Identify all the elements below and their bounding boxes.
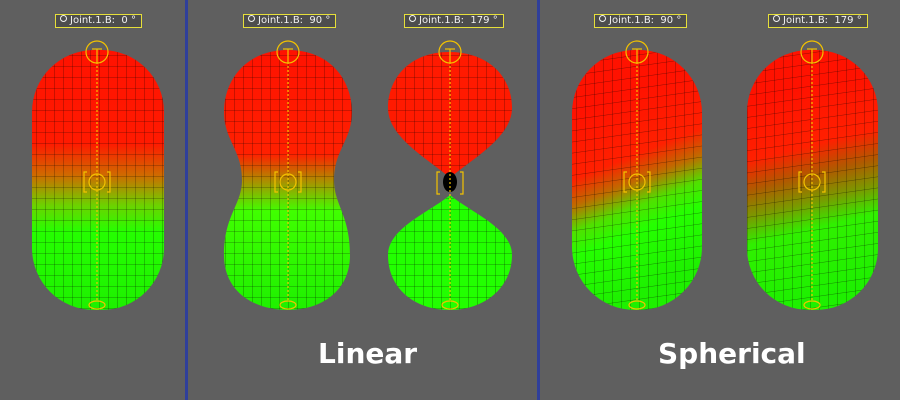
joint-label: Joint.1.B: (419, 15, 465, 26)
joint-label: Joint.1.B: (609, 15, 655, 26)
joint-dot-icon (409, 15, 416, 22)
joint-angle: 0 ° (121, 15, 136, 26)
panel-divider-right (537, 0, 540, 400)
joint-label: Joint.1.B: (258, 15, 304, 26)
panel-divider-left (185, 0, 188, 400)
bone-overlays (83, 40, 826, 310)
joint-angle: 179 ° (834, 15, 862, 26)
joint-angle: 179 ° (470, 15, 498, 26)
joint-angle: 90 ° (309, 15, 331, 26)
joint-angle-tag-spherical-179: Joint.1.B: 179 ° (768, 14, 868, 28)
caption-linear: Linear (318, 337, 418, 370)
joint-dot-icon (248, 15, 255, 22)
joint-dot-icon (599, 15, 606, 22)
bone-linear-179 (436, 40, 464, 310)
joint-dot-icon (773, 15, 780, 22)
mesh-rest (32, 50, 164, 310)
joint-angle-tag-rest: Joint.1.B: 0 ° (55, 14, 142, 28)
joint-angle-tag-linear-90: Joint.1.B: 90 ° (243, 14, 337, 28)
joint-label: Joint.1.B: (783, 15, 829, 26)
bone-rest (83, 40, 111, 310)
caption-spherical: Spherical (658, 337, 806, 370)
joint-angle-tag-linear-179: Joint.1.B: 179 ° (404, 14, 504, 28)
bone-linear-90 (274, 40, 302, 310)
joint-angle: 90 ° (660, 15, 682, 26)
joint-dot-icon (60, 15, 67, 22)
bone-spherical-90 (623, 40, 651, 310)
joint-label: Joint.1.B: (70, 15, 116, 26)
joint-angle-tag-spherical-90: Joint.1.B: 90 ° (594, 14, 688, 28)
bone-spherical-179 (798, 40, 826, 310)
